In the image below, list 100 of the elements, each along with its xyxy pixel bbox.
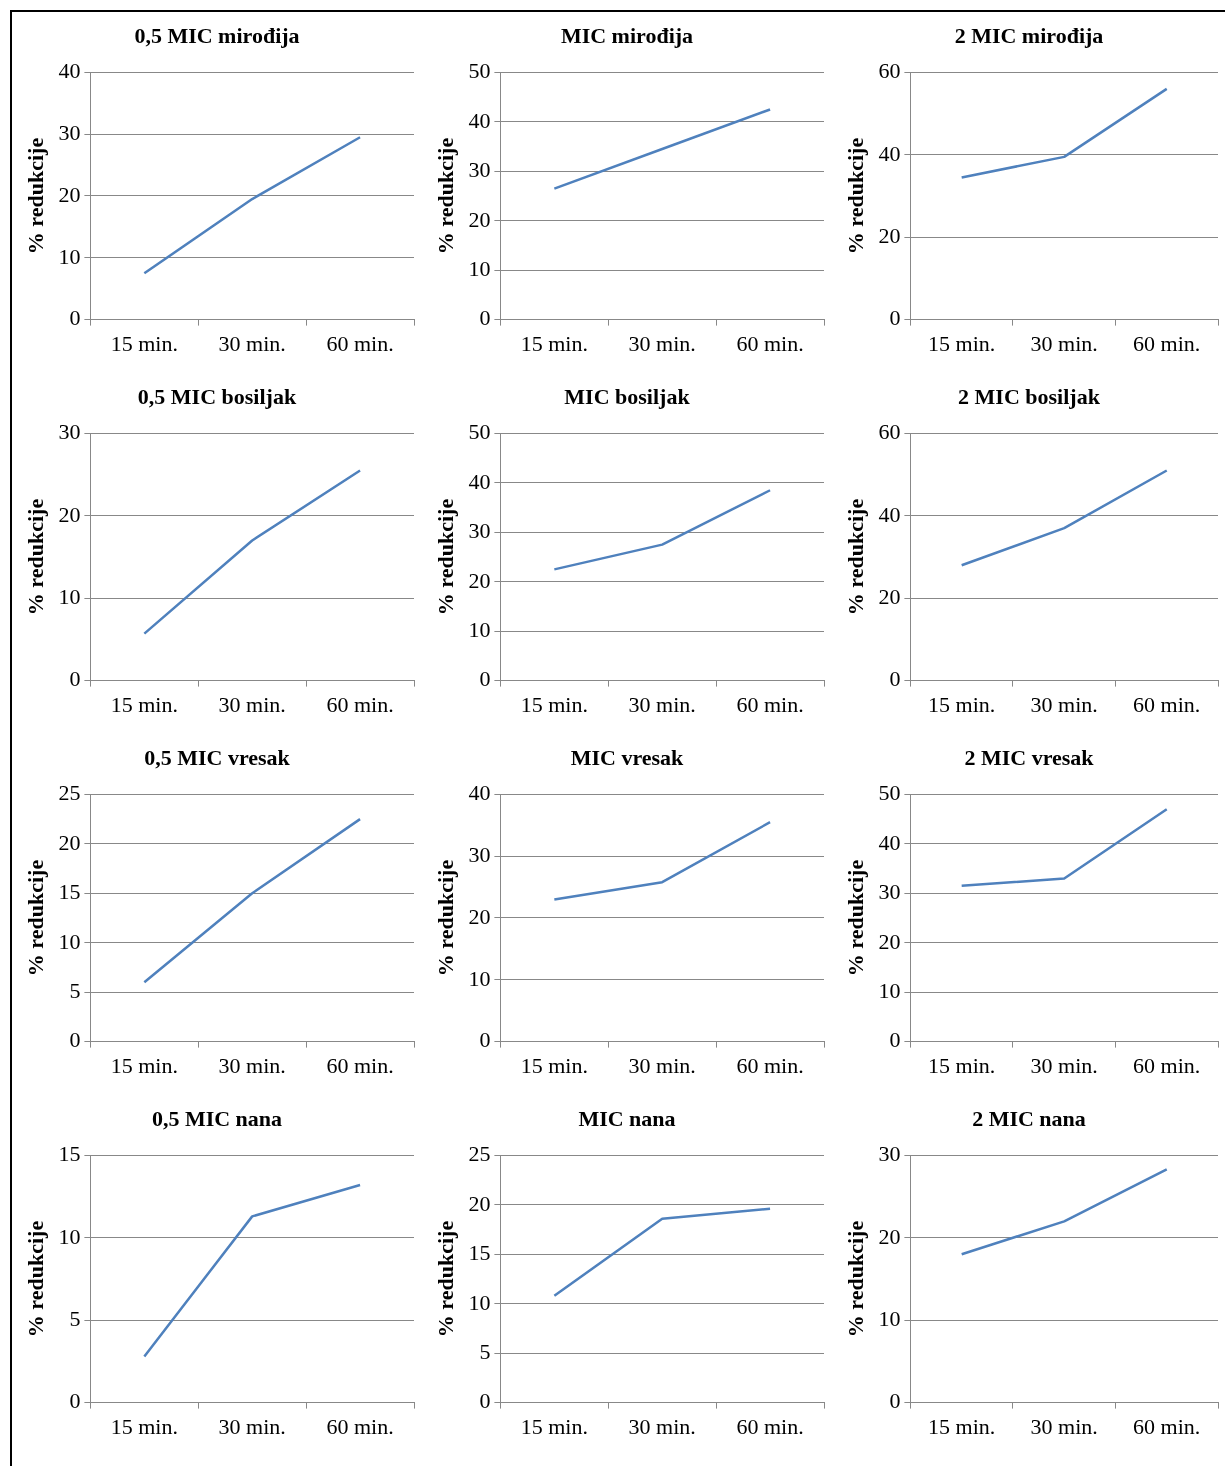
x-tick-label: 15 min. [110,691,178,717]
y-tick-label: 50 [878,780,901,806]
y-axis-title: % redukcije [432,137,458,255]
x-tick-label: 30 min. [218,1052,286,1078]
x-tick-label: 15 min. [110,1413,178,1439]
y-tick-label: 20 [468,567,491,593]
y-axis-title: % redukcije [22,498,48,616]
x-tick-label: 15 min. [520,1052,588,1078]
y-tick-label: 10 [468,255,491,281]
x-tick-label: 30 min. [1030,1413,1098,1439]
x-tick-label: 60 min. [1133,1052,1201,1078]
y-axis-title: % redukcije [22,859,48,977]
y-tick-label: 20 [878,1223,901,1249]
x-tick-label: 60 min. [1133,691,1201,717]
x-tick-label: 60 min. [1133,330,1201,356]
chart-title: 0,5 MIC bosiljak [137,383,297,409]
y-tick-label: 0 [889,305,901,331]
x-tick-label: 30 min. [218,330,286,356]
y-tick-label: 40 [878,140,901,166]
y-tick-label: 20 [58,829,81,855]
x-tick-label: 15 min. [928,1413,996,1439]
y-tick-label: 40 [878,829,901,855]
chart-title: MIC mirođija [560,22,694,48]
y-tick-label: 15 [58,1141,81,1167]
x-tick-label: 60 min. [736,1052,804,1078]
x-tick-label: 30 min. [628,1052,696,1078]
y-axis-title: % redukcije [432,498,458,616]
x-tick-label: 30 min. [628,691,696,717]
chart-title: 0,5 MIC nana [151,1105,283,1131]
y-tick-label: 15 [468,1240,491,1266]
y-tick-label: 40 [468,107,491,133]
y-tick-label: 10 [468,616,491,642]
y-tick-label: 5 [69,977,81,1003]
y-tick-label: 10 [58,928,81,954]
y-axis-title: % redukcije [432,1220,458,1338]
y-axis-title: % redukcije [842,1220,868,1338]
chart-title: 2 MIC bosiljak [958,383,1101,409]
y-tick-label: 10 [58,1223,81,1249]
x-tick-label: 15 min. [110,330,178,356]
x-tick-label: 60 min. [326,330,394,356]
x-tick-label: 30 min. [1030,330,1098,356]
y-tick-label: 0 [889,1388,901,1414]
chart-title: 0,5 MIC vresak [144,744,291,770]
x-tick-label: 30 min. [1030,691,1098,717]
x-tick-label: 15 min. [520,1413,588,1439]
y-tick-label: 30 [878,879,901,905]
y-tick-label: 20 [878,928,901,954]
y-tick-label: 20 [58,181,81,207]
y-tick-label: 50 [468,419,491,445]
x-tick-label: 15 min. [928,691,996,717]
y-tick-label: 30 [468,518,491,544]
y-tick-label: 20 [468,206,491,232]
x-tick-label: 30 min. [1030,1052,1098,1078]
y-tick-label: 0 [889,1027,901,1053]
y-tick-label: 60 [878,58,901,84]
y-tick-label: 0 [69,1027,81,1053]
x-tick-label: 60 min. [326,1413,394,1439]
y-tick-label: 30 [58,419,81,445]
y-tick-label: 30 [878,1141,901,1167]
y-tick-label: 10 [58,243,81,269]
y-tick-label: 5 [479,1338,491,1364]
y-tick-label: 30 [58,119,81,145]
y-tick-label: 20 [468,1190,491,1216]
y-tick-label: 40 [58,58,81,84]
x-tick-label: 15 min. [520,691,588,717]
y-axis-title: % redukcije [842,859,868,977]
y-tick-label: 40 [468,780,491,806]
chart-title: 0,5 MIC mirođija [134,22,300,48]
y-tick-label: 0 [479,1388,491,1414]
x-tick-label: 60 min. [326,691,394,717]
x-tick-label: 60 min. [736,691,804,717]
y-tick-label: 15 [58,879,81,905]
y-tick-label: 10 [468,1289,491,1315]
chart-title: MIC nana [578,1105,676,1131]
y-tick-label: 0 [69,305,81,331]
x-tick-label: 30 min. [218,691,286,717]
y-tick-label: 10 [878,977,901,1003]
y-tick-label: 10 [468,965,491,991]
y-tick-label: 40 [468,468,491,494]
y-tick-label: 60 [878,419,901,445]
x-tick-label: 60 min. [1133,1413,1201,1439]
y-axis-title: % redukcije [22,1220,48,1338]
y-tick-label: 50 [468,58,491,84]
chart-title: MIC bosiljak [564,383,691,409]
y-tick-label: 40 [878,501,901,527]
chart-title: 2 MIC mirođija [954,22,1104,48]
chart-title: 2 MIC vresak [964,744,1095,770]
chart-title: MIC vresak [570,744,685,770]
y-axis-title: % redukcije [22,137,48,255]
y-tick-label: 20 [878,583,901,609]
y-axis-title: % redukcije [842,498,868,616]
y-tick-label: 30 [468,157,491,183]
x-tick-label: 60 min. [326,1052,394,1078]
x-tick-label: 30 min. [218,1413,286,1439]
y-tick-label: 25 [468,1141,491,1167]
x-tick-label: 60 min. [736,1413,804,1439]
x-tick-label: 15 min. [928,1052,996,1078]
y-tick-label: 10 [58,583,81,609]
x-tick-label: 15 min. [928,330,996,356]
y-axis-title: % redukcije [432,859,458,977]
